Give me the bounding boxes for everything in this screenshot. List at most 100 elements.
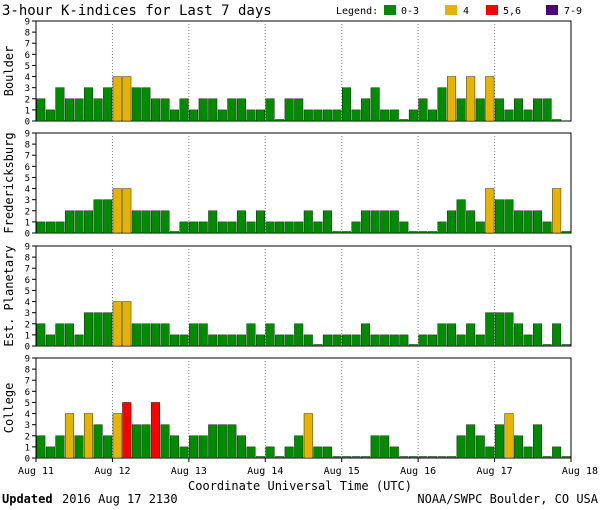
bar-boulder-49 — [504, 109, 514, 122]
bar-boulder-45 — [466, 76, 476, 122]
y-tick-label: 5 — [25, 287, 30, 297]
bar-fredericksburg-20 — [227, 221, 237, 234]
bar-college-51 — [523, 446, 533, 459]
bar-boulder-52 — [533, 98, 543, 122]
legend: Legend: 0-3 4 5,6 7-9 — [336, 5, 582, 17]
x-tick-label: Aug 14 — [247, 466, 283, 477]
legend-label: Legend: — [336, 6, 378, 17]
bar-est-planetary-19 — [217, 334, 227, 347]
y-tick-label: 2 — [25, 432, 30, 442]
y-tick-label: 9 — [25, 243, 30, 253]
bar-fredericksburg-13 — [160, 210, 170, 234]
bar-fredericksburg-48 — [494, 199, 504, 234]
bar-boulder-3 — [64, 98, 74, 122]
bar-fredericksburg-19 — [217, 221, 227, 234]
bar-boulder-34 — [361, 98, 371, 122]
bar-boulder-36 — [380, 109, 390, 122]
bar-fredericksburg-37 — [389, 210, 399, 234]
bar-est-planetary-50 — [513, 323, 523, 347]
bar-est-planetary-42 — [437, 323, 447, 347]
bar-boulder-26 — [284, 98, 294, 122]
bar-fredericksburg-49 — [504, 199, 514, 234]
y-tick-label: 0 — [25, 343, 30, 353]
bar-est-planetary-37 — [389, 334, 399, 347]
bar-fredericksburg-11 — [141, 210, 151, 234]
bar-est-planetary-46 — [475, 334, 485, 347]
bar-boulder-11 — [141, 87, 151, 122]
y-tick-label: 4 — [25, 298, 30, 308]
bar-fredericksburg-25 — [275, 221, 285, 234]
bar-college-22 — [246, 446, 256, 459]
bar-college-17 — [198, 435, 208, 459]
bar-est-planetary-35 — [370, 334, 380, 347]
bar-est-planetary-8 — [112, 301, 122, 347]
bar-boulder-23 — [256, 109, 265, 122]
legend-swatch-7-9 — [546, 5, 558, 15]
bar-college-34 — [361, 456, 371, 459]
bar-college-23 — [256, 456, 265, 459]
bar-est-planetary-44 — [456, 334, 466, 347]
bar-college-55 — [561, 456, 571, 459]
bar-college-4 — [74, 435, 84, 459]
y-tick-label: 9 — [25, 130, 30, 140]
bar-fredericksburg-27 — [294, 221, 304, 234]
bar-boulder-35 — [370, 87, 380, 122]
y-tick-label: 5 — [25, 399, 30, 409]
y-tick-label: 8 — [25, 29, 30, 39]
bar-boulder-33 — [351, 109, 361, 122]
y-tick-label: 2 — [25, 207, 30, 217]
bar-boulder-6 — [93, 98, 103, 122]
bar-college-6 — [93, 424, 103, 459]
bar-fredericksburg-17 — [198, 221, 208, 234]
bar-college-50 — [513, 435, 523, 459]
bar-college-40 — [418, 456, 428, 459]
bar-fredericksburg-36 — [380, 210, 390, 234]
x-tick-label: Aug 17 — [477, 466, 513, 477]
y-tick-label: 1 — [25, 331, 30, 341]
bar-college-49 — [504, 413, 514, 459]
bar-college-52 — [533, 424, 543, 459]
bar-boulder-4 — [74, 98, 84, 122]
y-tick-label: 0 — [25, 455, 30, 465]
bar-college-0 — [36, 435, 46, 459]
bar-boulder-44 — [456, 98, 466, 122]
bar-college-54 — [552, 446, 562, 459]
legend-swatch-0-3 — [384, 5, 396, 15]
bar-fredericksburg-18 — [208, 210, 218, 234]
y-tick-label: 4 — [25, 185, 30, 195]
bar-est-planetary-3 — [64, 323, 74, 347]
bar-boulder-39 — [408, 109, 418, 122]
y-tick-label: 6 — [25, 51, 30, 61]
bar-fredericksburg-4 — [74, 210, 84, 234]
bar-est-planetary-27 — [294, 323, 304, 347]
bar-fredericksburg-6 — [93, 199, 103, 234]
y-tick-label: 7 — [25, 265, 30, 275]
panel-label-boulder: Boulder — [2, 46, 16, 97]
bar-fredericksburg-15 — [179, 221, 189, 234]
bar-college-16 — [189, 435, 199, 459]
bar-est-planetary-21 — [236, 334, 246, 347]
bar-boulder-38 — [399, 119, 409, 122]
bar-fredericksburg-55 — [561, 231, 571, 234]
bar-fredericksburg-2 — [55, 221, 65, 234]
bar-est-planetary-39 — [408, 344, 418, 347]
bar-est-planetary-29 — [313, 344, 323, 347]
bar-boulder-54 — [552, 119, 562, 122]
bar-fredericksburg-31 — [332, 231, 342, 234]
bar-college-42 — [437, 456, 447, 459]
bar-fredericksburg-54 — [552, 188, 562, 234]
bar-est-planetary-47 — [485, 312, 495, 347]
bar-college-39 — [408, 456, 418, 459]
bar-est-planetary-14 — [170, 334, 180, 347]
bar-boulder-16 — [189, 109, 199, 122]
bar-college-36 — [380, 435, 390, 459]
bar-est-planetary-11 — [141, 323, 151, 347]
bar-est-planetary-48 — [494, 312, 504, 347]
bar-fredericksburg-41 — [427, 231, 437, 234]
bar-boulder-30 — [322, 109, 332, 122]
bar-college-7 — [103, 435, 113, 459]
bar-college-13 — [160, 424, 170, 459]
bar-est-planetary-9 — [122, 301, 132, 347]
bar-college-41 — [427, 456, 437, 459]
